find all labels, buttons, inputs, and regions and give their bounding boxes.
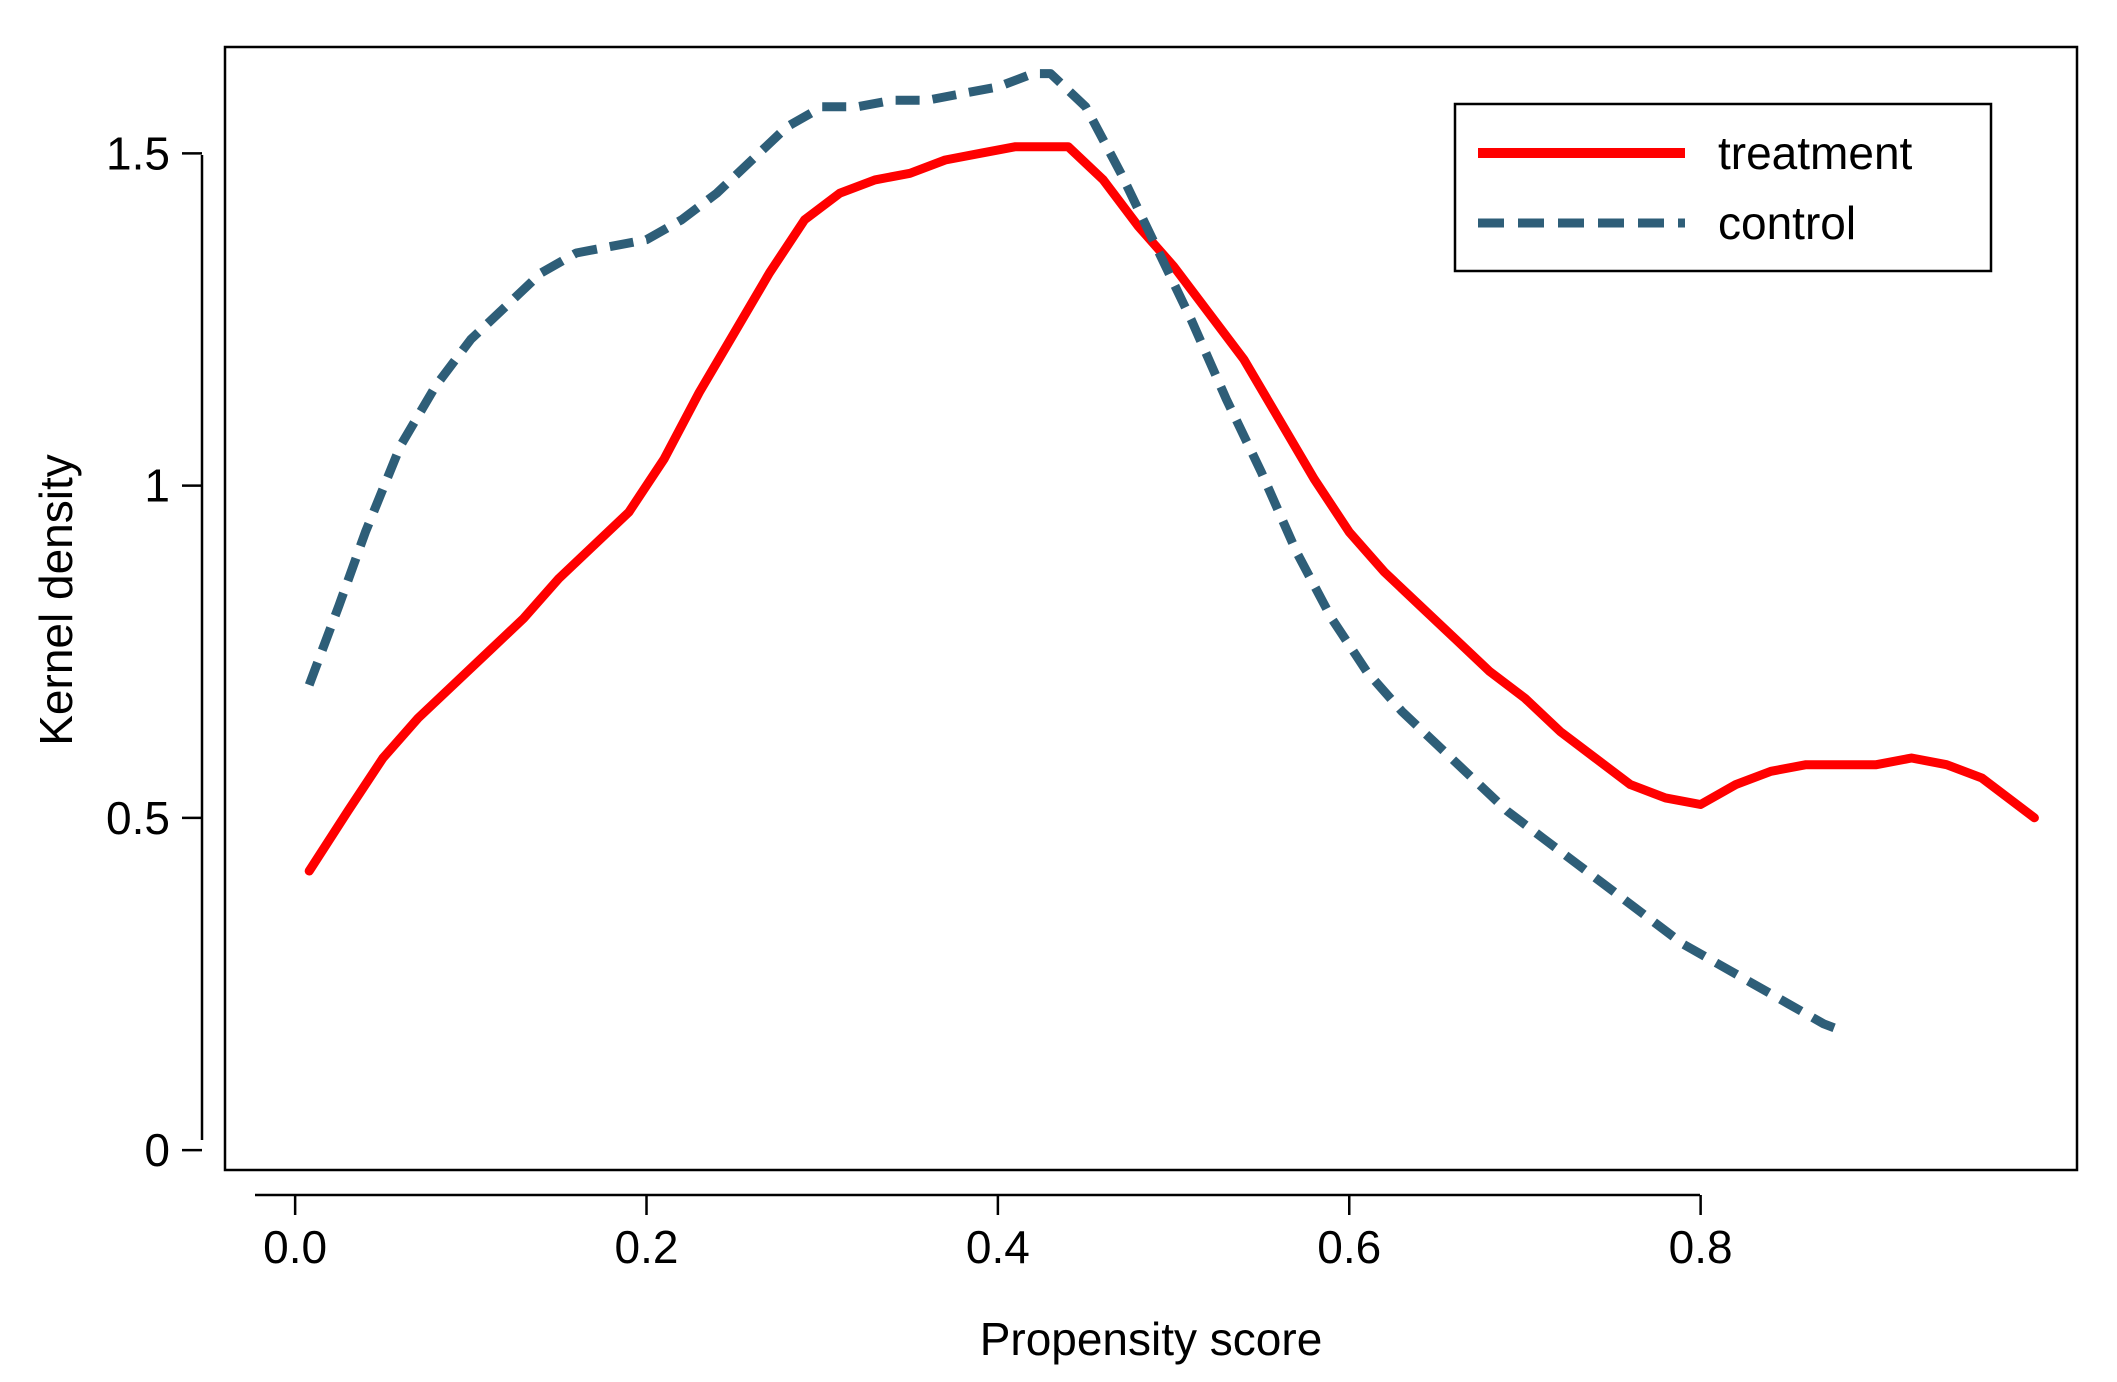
legend-label-control: control xyxy=(1718,197,1856,249)
x-axis-title: Propensity score xyxy=(980,1313,1323,1365)
y-tick-label: 0.5 xyxy=(106,792,170,844)
x-tick-label: 0.4 xyxy=(966,1221,1030,1273)
y-tick-label: 1.5 xyxy=(106,127,170,179)
legend-box xyxy=(1453,102,1993,273)
x-tick-label: 0.6 xyxy=(1317,1221,1381,1273)
x-axis: 0.0 0.2 0.4 0.6 0.8 xyxy=(255,1193,1733,1273)
series-line-control xyxy=(304,69,1843,1035)
plot-frame xyxy=(223,45,2079,1172)
y-axis: 0 0.5 1 1.5 xyxy=(106,127,204,1176)
legend: treatment control xyxy=(1453,102,1993,273)
series-layer xyxy=(304,69,2039,1035)
y-tick-label: 0 xyxy=(144,1124,170,1176)
y-tick-label: 1 xyxy=(144,460,170,512)
x-tick-label: 0.0 xyxy=(263,1221,327,1273)
x-tick-label: 0.2 xyxy=(615,1221,679,1273)
legend-label-treatment: treatment xyxy=(1718,127,1913,179)
series-line-treatment xyxy=(304,142,2039,876)
x-tick-label: 0.8 xyxy=(1669,1221,1733,1273)
y-axis-title: Kernel density xyxy=(30,454,82,746)
